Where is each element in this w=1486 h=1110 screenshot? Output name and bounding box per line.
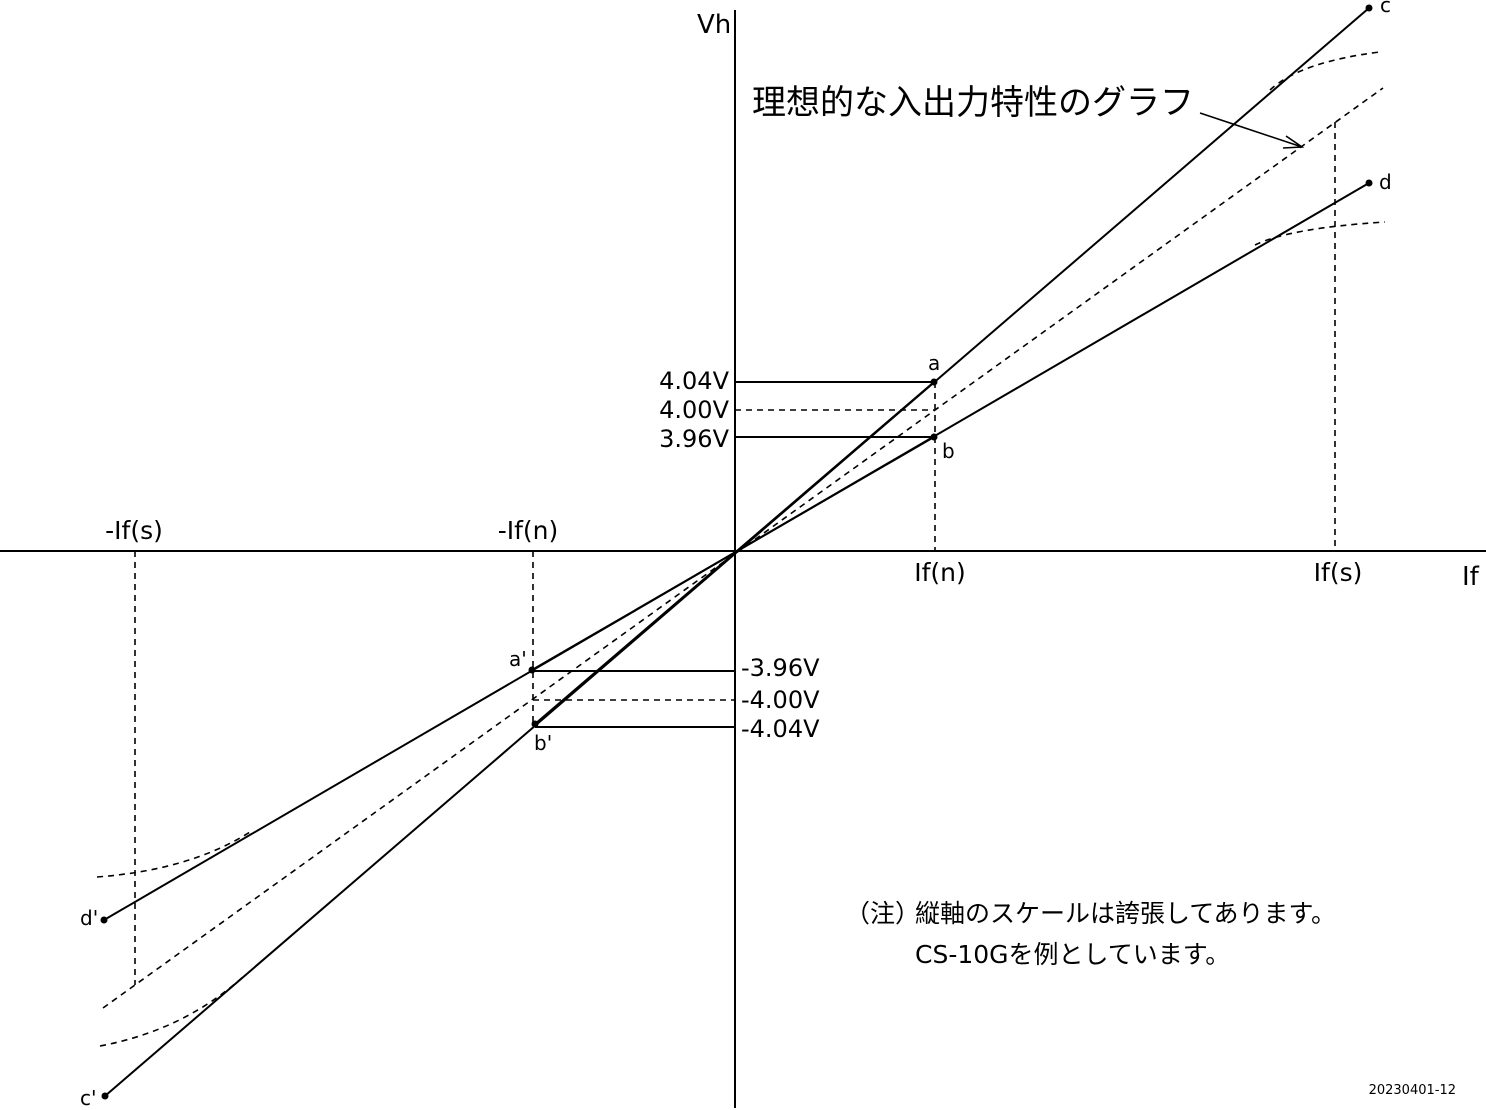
x-tick: -If(s) <box>105 516 163 545</box>
point-label: d' <box>80 906 98 930</box>
level-label: 3.96V <box>659 425 729 453</box>
arrow-head <box>1282 135 1305 149</box>
point-label: b <box>942 439 955 463</box>
point-label: c <box>1380 0 1391 17</box>
note-prefix: （注） <box>845 899 920 928</box>
level-label: -4.00V <box>741 686 820 714</box>
saturation <box>96 831 251 878</box>
x-tick: If(n) <box>914 558 966 587</box>
annotation: 理想的な入出力特性のグラフ <box>752 83 1194 123</box>
footer: 20230401-12 <box>1369 1083 1456 1098</box>
line-ba <box>531 436 935 671</box>
level-label: -4.04V <box>741 715 820 743</box>
x-tick: If(s) <box>1314 558 1363 587</box>
point-label: a' <box>509 647 527 671</box>
point-label: c' <box>80 1086 97 1110</box>
level-label: 4.00V <box>659 396 729 424</box>
saturation <box>99 974 246 1047</box>
point-label: d <box>1379 170 1392 194</box>
ideal-line <box>102 87 1384 1009</box>
saturation <box>1269 51 1381 91</box>
level-label: -3.96V <box>741 654 820 682</box>
note-line: CS-10Gを例としています。 <box>915 940 1230 969</box>
point-label: b' <box>534 731 552 755</box>
level-label: 4.04V <box>659 367 729 395</box>
saturation <box>1254 221 1386 246</box>
note-line: 縦軸のスケールは誇張してあります。 <box>915 899 1336 928</box>
x-tick: -If(n) <box>498 516 559 545</box>
y-axis-label: Vh <box>697 10 731 40</box>
x-axis-label: If <box>1462 562 1480 592</box>
point-label: a <box>928 351 940 375</box>
points <box>100 4 1373 1100</box>
arrow <box>1199 112 1303 148</box>
